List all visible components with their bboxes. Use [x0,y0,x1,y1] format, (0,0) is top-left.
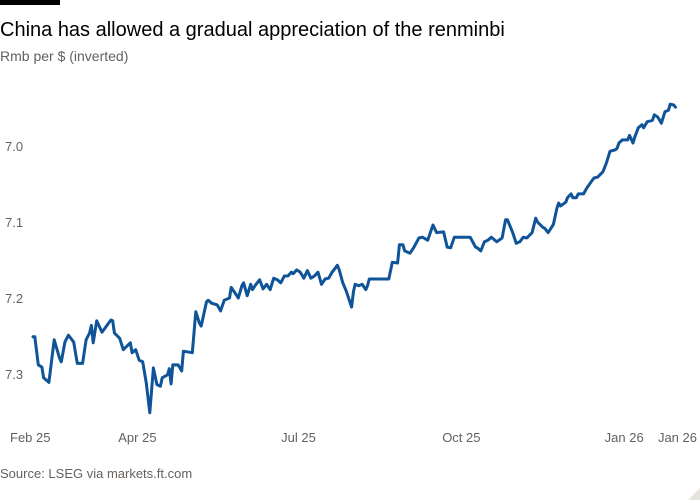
x-tick-label: Apr 25 [118,430,156,445]
chart-subtitle: Rmb per $ (inverted) [0,48,129,64]
x-tick-label: Feb 25 [10,430,50,445]
x-tick-label: Oct 25 [442,430,480,445]
chart-title: China has allowed a gradual appreciation… [0,19,505,41]
y-tick-label: 7.1 [5,215,23,230]
y-tick-label: 7.0 [5,139,23,154]
x-tick-label: Jan 26 [658,430,697,445]
y-tick-label: 7.3 [5,367,23,382]
x-tick-label: Jul 25 [281,430,316,445]
x-tick-label: Jan 26 [605,430,644,445]
x-axis-ticks: Feb 25 Apr 25 Jul 25 Oct 25 Jan 26 Jan 26 [10,430,697,445]
y-tick-label: 7.2 [5,291,23,306]
corner-decoration [688,488,700,500]
y-axis-ticks: 7.0 7.1 7.2 7.3 [5,139,23,382]
ft-brand-bar [0,0,60,5]
source-note: Source: LSEG via markets.ft.com [0,466,193,481]
series-line-rmb-per-dollar [31,102,677,415]
